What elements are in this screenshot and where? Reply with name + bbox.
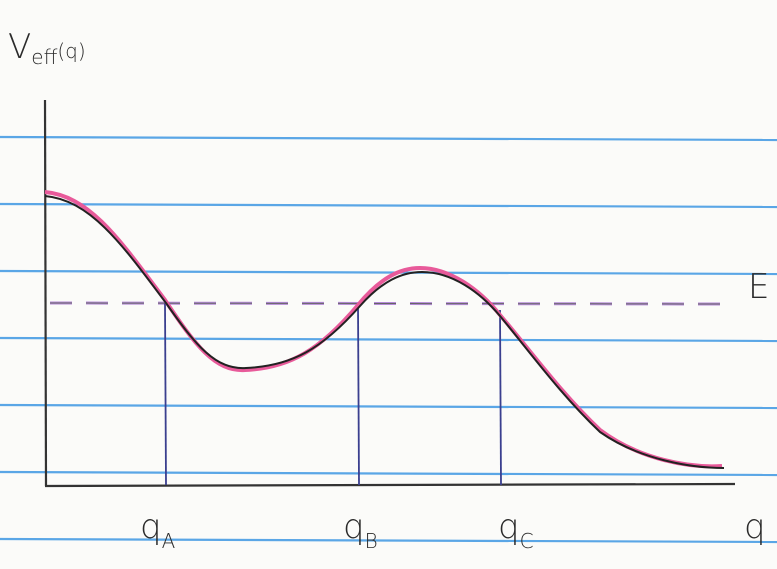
- label-base: q: [343, 507, 365, 547]
- label-sub: B: [365, 529, 378, 553]
- label-sub: A: [162, 529, 176, 553]
- label-sub: eff: [31, 45, 57, 69]
- label-arg: (q): [57, 39, 85, 63]
- y-axis: [45, 100, 46, 486]
- page: {"y_axis_label": {"base": "V", "sub": "e…: [0, 0, 777, 569]
- diagram: Veff(q) E qA qB qC q: [0, 0, 777, 569]
- turning-line: [500, 310, 501, 485]
- label-sub: C: [520, 529, 534, 553]
- x-axis-label: q: [744, 507, 766, 547]
- energy-label: E: [748, 267, 769, 307]
- label-base: q: [140, 507, 162, 547]
- turning-line: [358, 305, 359, 485]
- label-base: q: [498, 507, 520, 547]
- turning-line: [165, 303, 166, 485]
- label-base: V: [8, 27, 31, 67]
